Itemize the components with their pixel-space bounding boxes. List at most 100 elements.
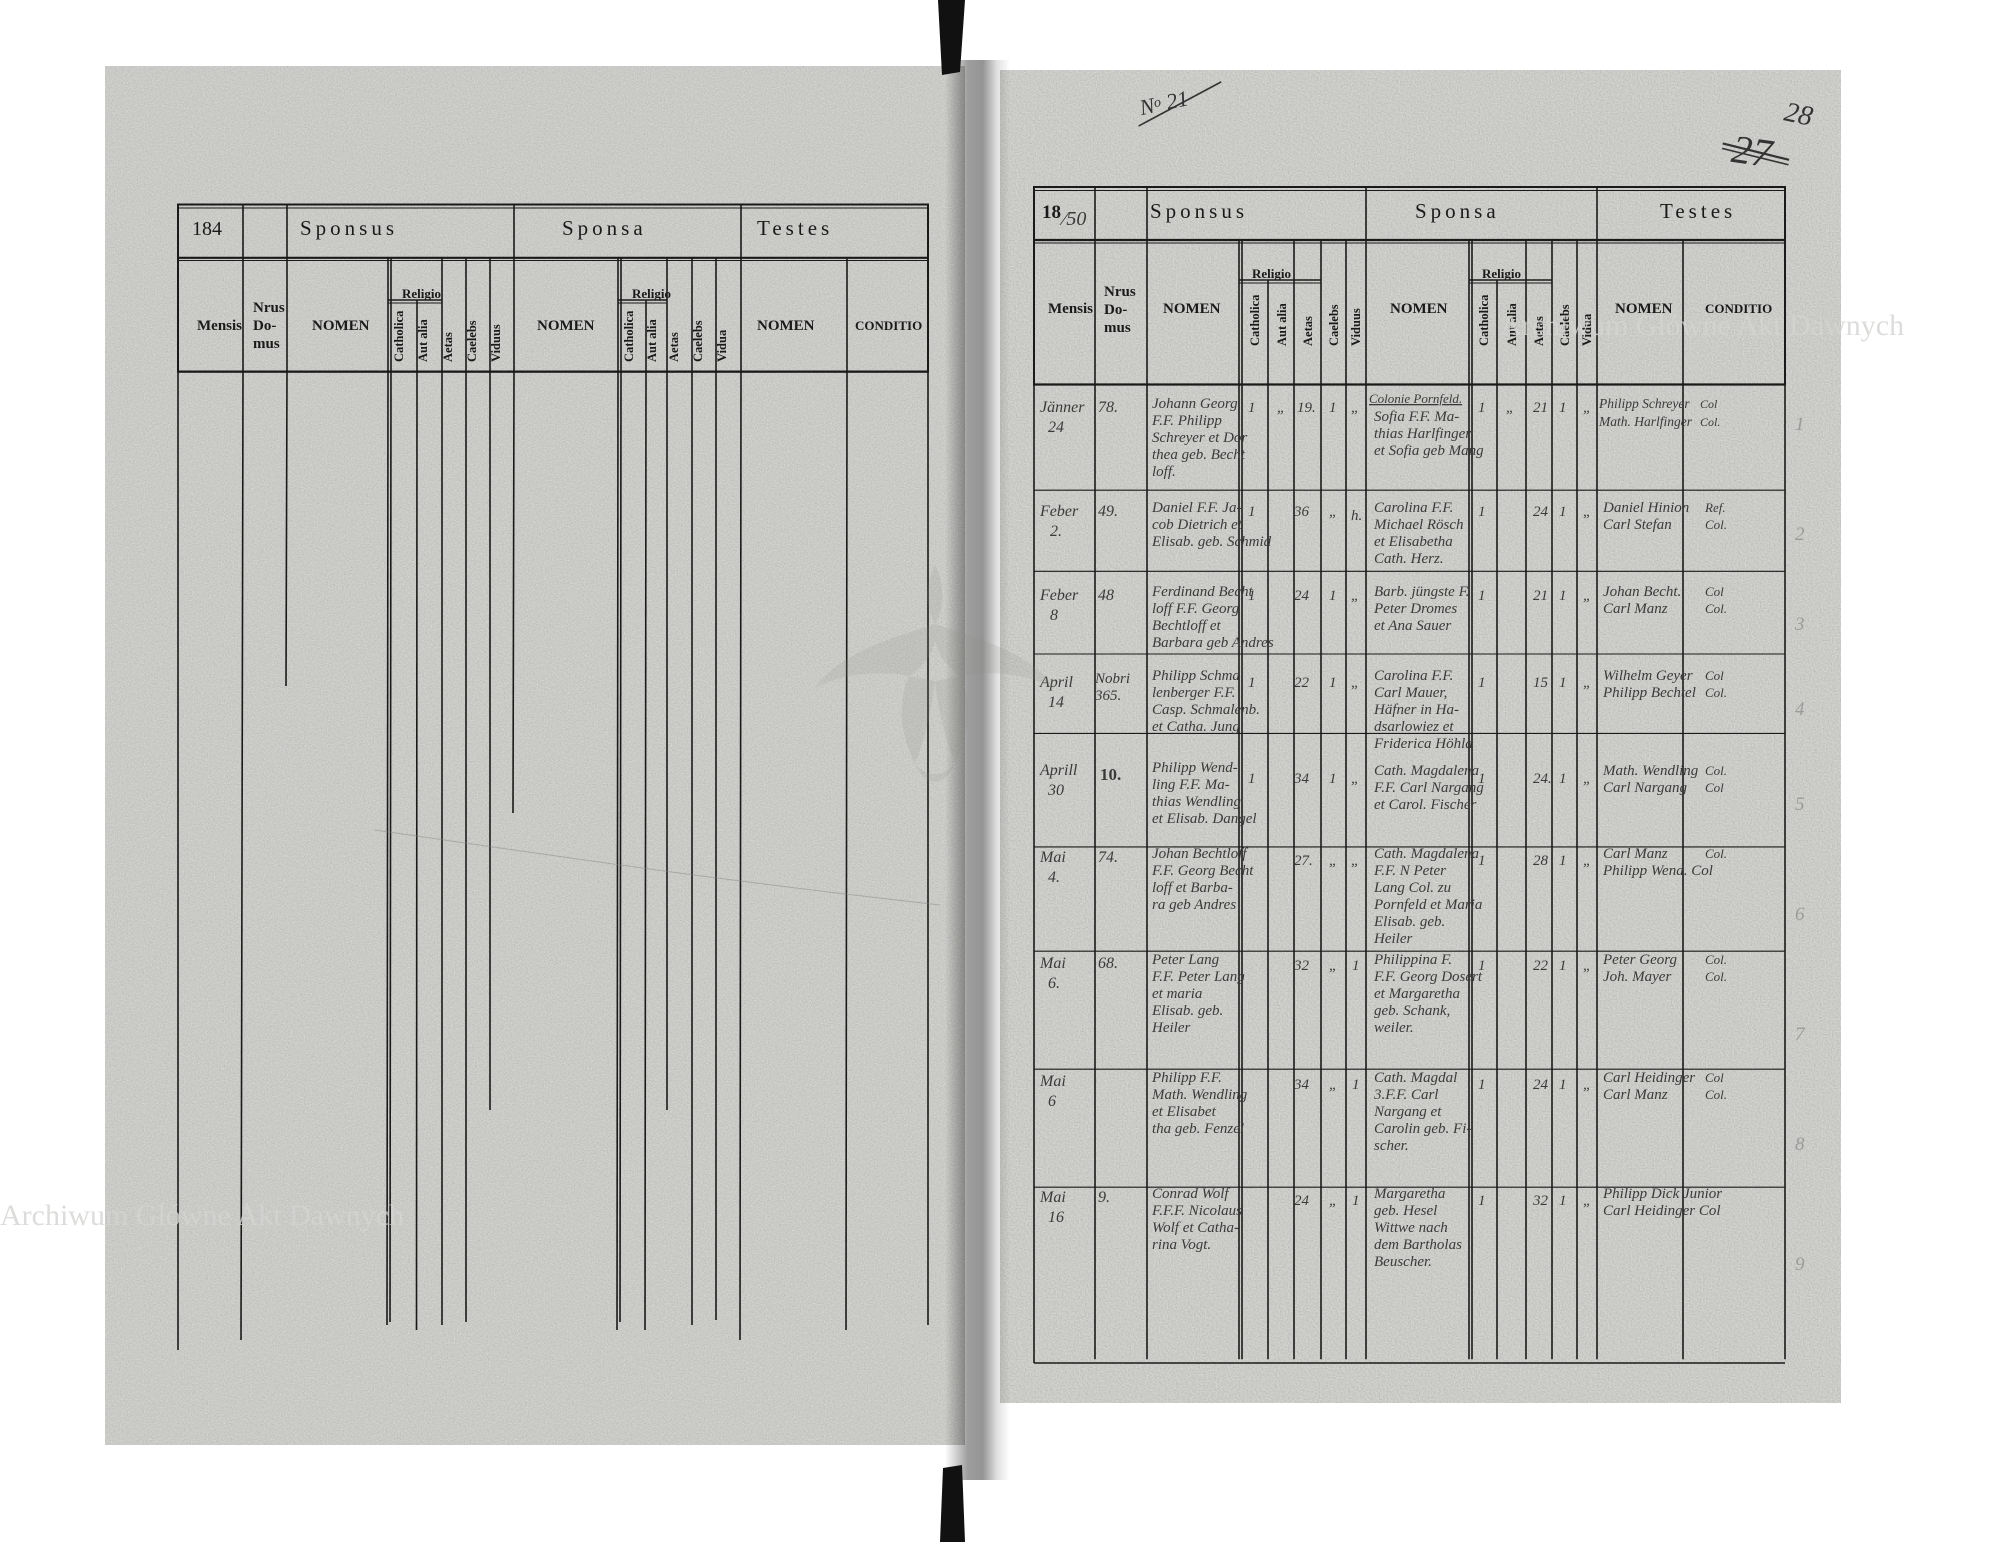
svg-text:Mai: Mai xyxy=(1039,849,1066,866)
svg-text:Viduus: Viduus xyxy=(1349,308,1363,346)
svg-text:1: 1 xyxy=(1329,400,1337,416)
svg-text:15: 15 xyxy=(1533,675,1549,691)
svg-text:Catholica: Catholica xyxy=(1248,294,1262,346)
svg-text:2.: 2. xyxy=(1050,523,1062,540)
svg-text:Carl Manz: Carl Manz xyxy=(1603,846,1668,862)
svg-text:1: 1 xyxy=(1478,504,1486,520)
svg-text:„: „ xyxy=(1583,675,1591,691)
svg-text:Carl Nargang: Carl Nargang xyxy=(1603,780,1688,796)
svg-text:Mai: Mai xyxy=(1039,1189,1066,1206)
svg-text:Sponsa: Sponsa xyxy=(1415,199,1500,223)
svg-text:1: 1 xyxy=(1795,414,1805,435)
svg-text:Math. Wendling: Math. Wendling xyxy=(1602,763,1699,779)
svg-text:Cath. Magdal: Cath. Magdal xyxy=(1374,1070,1457,1086)
svg-text:Johann Georg: Johann Georg xyxy=(1152,396,1238,412)
svg-text:Sponsa: Sponsa xyxy=(562,216,647,240)
svg-text:Feber: Feber xyxy=(1039,587,1079,604)
svg-text:22: 22 xyxy=(1533,958,1549,974)
svg-text:„: „ xyxy=(1329,504,1337,520)
svg-text:1: 1 xyxy=(1248,588,1256,604)
svg-text:et Elisabetha: et Elisabetha xyxy=(1374,534,1453,550)
svg-text:Col.: Col. xyxy=(1705,517,1727,532)
svg-text:Elisab. geb. Schmid: Elisab. geb. Schmid xyxy=(1151,534,1272,550)
svg-text:Philipp Schreyer: Philipp Schreyer xyxy=(1598,396,1690,411)
svg-text:mus: mus xyxy=(1104,320,1131,336)
svg-text:Catholica: Catholica xyxy=(392,310,406,362)
svg-text:F.F. Georg Dosert: F.F. Georg Dosert xyxy=(1373,969,1483,985)
svg-text:6.: 6. xyxy=(1048,975,1060,992)
svg-text:Jänner: Jänner xyxy=(1040,399,1085,416)
svg-text:32: 32 xyxy=(1532,1193,1549,1209)
svg-text:9.: 9. xyxy=(1098,1189,1110,1206)
svg-text:tha geb. Fenzel: tha geb. Fenzel xyxy=(1152,1121,1244,1137)
svg-text:Philippina F.: Philippina F. xyxy=(1373,952,1452,968)
svg-text:loff et Barba-: loff et Barba- xyxy=(1152,880,1233,896)
svg-text:1: 1 xyxy=(1248,675,1256,691)
svg-text:Aetas: Aetas xyxy=(1301,316,1315,346)
svg-text:Peter Georg: Peter Georg xyxy=(1602,952,1678,968)
svg-text:Religio: Religio xyxy=(402,286,441,301)
svg-text:„: „ xyxy=(1329,853,1337,869)
svg-text:Häfner in Ha-: Häfner in Ha- xyxy=(1373,702,1459,718)
svg-text:dsarlowiez et: dsarlowiez et xyxy=(1374,719,1454,735)
svg-text:⁄50: ⁄50 xyxy=(1059,208,1086,230)
svg-text:1: 1 xyxy=(1559,588,1567,604)
svg-text:NOMEN: NOMEN xyxy=(757,318,815,334)
svg-text:Aut alia: Aut alia xyxy=(1275,303,1289,346)
svg-text:1: 1 xyxy=(1248,771,1256,787)
svg-text:Nrus: Nrus xyxy=(253,300,285,316)
svg-text:Daniel F.F. Ja-: Daniel F.F. Ja- xyxy=(1151,500,1241,516)
svg-text:et Ana Sauer: et Ana Sauer xyxy=(1374,618,1451,634)
svg-text:Mensis: Mensis xyxy=(1048,301,1093,317)
svg-text:Pornfeld et Maria: Pornfeld et Maria xyxy=(1373,897,1482,913)
svg-text:Nrus: Nrus xyxy=(1104,284,1136,300)
svg-text:Col.: Col. xyxy=(1705,685,1727,700)
svg-text:365.: 365. xyxy=(1094,688,1121,704)
svg-text:Wilhelm Geyer: Wilhelm Geyer xyxy=(1603,668,1693,684)
svg-text:Testes: Testes xyxy=(757,216,833,240)
svg-text:Carolin geb. Fi-: Carolin geb. Fi- xyxy=(1374,1121,1471,1137)
svg-text:„: „ xyxy=(1351,853,1359,869)
svg-text:„: „ xyxy=(1583,853,1591,869)
svg-text:„: „ xyxy=(1583,1077,1591,1093)
svg-text:Johan Becht.: Johan Becht. xyxy=(1603,584,1681,600)
svg-text:34: 34 xyxy=(1293,771,1310,787)
svg-text:et Elisab. Dangel: et Elisab. Dangel xyxy=(1152,811,1257,827)
svg-text:24: 24 xyxy=(1294,588,1310,604)
svg-text:1: 1 xyxy=(1559,853,1567,869)
svg-text:Sponsus: Sponsus xyxy=(1150,199,1248,223)
svg-text:1: 1 xyxy=(1559,1193,1567,1209)
svg-text:Sponsus: Sponsus xyxy=(300,216,398,240)
svg-text:3.F.F. Carl: 3.F.F. Carl xyxy=(1373,1087,1438,1103)
svg-text:24.: 24. xyxy=(1533,771,1552,787)
svg-text:NOMEN: NOMEN xyxy=(1163,301,1221,317)
svg-text:68.: 68. xyxy=(1098,955,1118,972)
svg-text:1: 1 xyxy=(1478,400,1486,416)
svg-text:1: 1 xyxy=(1478,675,1486,691)
svg-text:thea geb. Becht: thea geb. Becht xyxy=(1152,447,1246,463)
svg-text:et Carol. Fischer: et Carol. Fischer xyxy=(1374,797,1477,813)
svg-text:et Sofia geb Mang: et Sofia geb Mang xyxy=(1374,443,1484,459)
svg-text:loff F.F. Georg: loff F.F. Georg xyxy=(1152,601,1240,617)
svg-text:mus: mus xyxy=(253,336,280,352)
svg-text:Barb. jüngste F.: Barb. jüngste F. xyxy=(1374,584,1470,600)
svg-text:Casp. Schmalenb.: Casp. Schmalenb. xyxy=(1152,702,1260,718)
svg-text:4.: 4. xyxy=(1048,869,1060,886)
svg-text:1: 1 xyxy=(1352,958,1360,974)
svg-text:Carolina F.F.: Carolina F.F. xyxy=(1374,500,1453,516)
svg-text:3: 3 xyxy=(1794,614,1805,635)
svg-text:Col.: Col. xyxy=(1705,601,1727,616)
svg-text:thias Harlfinger: thias Harlfinger xyxy=(1374,426,1471,442)
svg-text:1: 1 xyxy=(1478,1193,1486,1209)
svg-text:Cath. Magdalena: Cath. Magdalena xyxy=(1374,763,1479,779)
svg-text:1: 1 xyxy=(1559,771,1567,787)
svg-text:6: 6 xyxy=(1048,1093,1056,1110)
svg-text:Col: Col xyxy=(1705,668,1724,683)
svg-text:Aetas: Aetas xyxy=(441,332,455,362)
svg-text:Col: Col xyxy=(1705,780,1724,795)
svg-text:F.F. Georg Becht: F.F. Georg Becht xyxy=(1151,863,1254,879)
svg-text:Carl Manz: Carl Manz xyxy=(1603,601,1668,617)
svg-text:F.F.F. Nicolaus: F.F.F. Nicolaus xyxy=(1151,1203,1242,1219)
svg-text:Religio: Religio xyxy=(632,286,671,301)
svg-text:Cath. Herz.: Cath. Herz. xyxy=(1374,551,1444,567)
